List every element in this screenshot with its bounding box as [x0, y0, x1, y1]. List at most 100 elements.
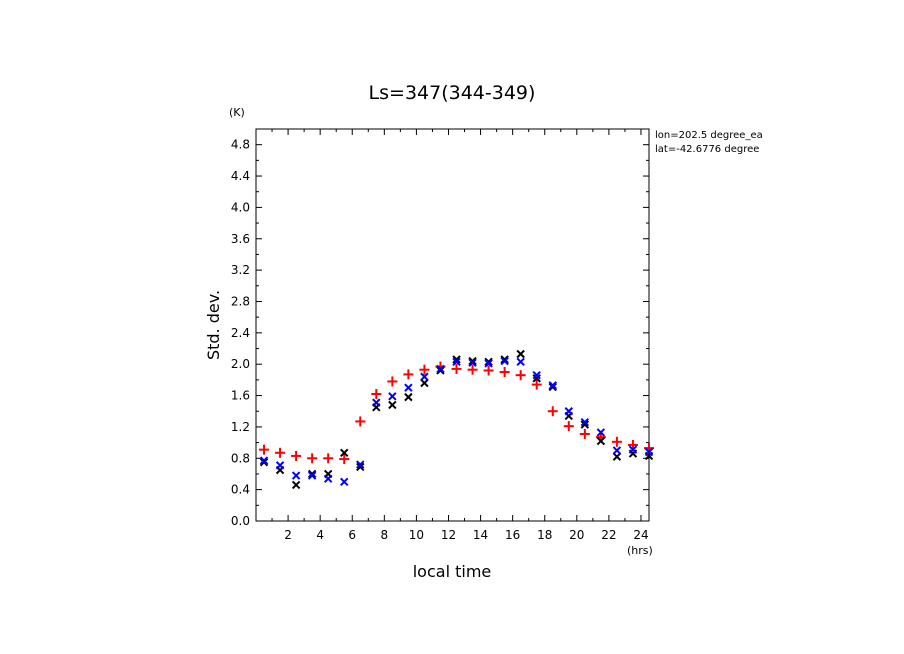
x-marker-b: [404, 383, 413, 392]
y-tick-label: 4.8: [231, 138, 250, 152]
data-point: [291, 450, 302, 461]
x-marker-b: [484, 357, 493, 367]
data-point: [532, 370, 541, 380]
x-tick-label: 8: [381, 528, 389, 542]
data-markers: [259, 349, 654, 490]
data-point: [468, 358, 477, 367]
data-point: [420, 378, 429, 388]
x-axis-title: local time: [413, 562, 492, 581]
x-marker-b: [372, 398, 381, 407]
data-point: [436, 364, 445, 374]
x-marker-b: [259, 457, 269, 467]
data-point: [484, 357, 493, 367]
x-marker-b: [291, 480, 301, 490]
x-marker-b: [452, 355, 461, 364]
y-tick-label: 0.0: [231, 514, 250, 528]
data-point: [340, 448, 349, 457]
y-tick-label: 4.0: [231, 200, 250, 214]
data-point: [291, 471, 301, 480]
x-marker-b: [548, 382, 557, 392]
x-marker-b: [356, 462, 365, 472]
x-tick-label: 20: [569, 528, 584, 542]
x-marker-b: [404, 392, 413, 402]
data-point: [259, 456, 269, 465]
data-point: [372, 398, 381, 407]
data-point: [564, 407, 574, 416]
x-marker-b: [500, 356, 509, 366]
data-point: [580, 420, 590, 429]
data-point: [531, 379, 542, 390]
x-marker-b: [452, 357, 461, 367]
data-point: [323, 474, 333, 483]
data-point: [420, 372, 429, 381]
data-point: [275, 461, 285, 470]
y-tick-label: 1.6: [231, 389, 250, 403]
data-point: [323, 453, 334, 464]
y-tick-label: 0.8: [231, 451, 250, 465]
data-point: [515, 370, 526, 381]
x-marker-b: [516, 349, 525, 359]
data-point: [339, 454, 350, 465]
x-marker-b: [388, 400, 397, 410]
y-tick-label: 2.0: [231, 357, 250, 371]
x-marker-b: [596, 428, 606, 437]
x-tick-label: 18: [537, 528, 552, 542]
x-marker-b: [564, 407, 574, 416]
x-marker-b: [468, 358, 477, 367]
data-point: [628, 445, 638, 454]
data-point: [356, 460, 365, 469]
data-point: [579, 428, 590, 439]
x-unit-label: (hrs): [627, 544, 653, 557]
data-point: [612, 446, 622, 455]
x-marker-b: [548, 381, 557, 390]
x-tick-label: 14: [473, 528, 488, 542]
y-tick-label: 2.8: [231, 294, 250, 308]
data-point: [356, 462, 365, 472]
data-point: [532, 374, 541, 383]
data-point: [451, 363, 462, 374]
data-point: [596, 428, 606, 437]
y-tick-label: 4.4: [231, 169, 250, 183]
y-tick-label: 1.2: [231, 420, 250, 434]
x-marker-b: [644, 447, 654, 457]
x-marker-b: [612, 446, 622, 455]
data-point: [275, 447, 286, 458]
x-marker-b: [323, 474, 333, 483]
y-unit-label: (K): [229, 106, 245, 119]
data-point: [467, 364, 478, 375]
data-point: [500, 355, 509, 364]
x-marker-b: [259, 456, 269, 465]
data-point: [580, 418, 590, 427]
x-marker-b: [388, 392, 397, 401]
chart-title: Ls=347(344-349): [369, 82, 536, 104]
y-axis-title: Std. dev.: [204, 290, 223, 360]
x-marker-b: [628, 445, 638, 454]
x-marker-b: [500, 355, 509, 364]
x-marker-b: [532, 374, 541, 383]
data-point: [548, 382, 557, 392]
x-marker-b: [340, 448, 349, 457]
x-tick-label: 10: [409, 528, 424, 542]
annotation-lat: lat=-42.6776 degree: [655, 144, 759, 155]
y-tick-label: 2.4: [231, 326, 250, 340]
x-tick-label: 6: [348, 528, 356, 542]
x-tick-label: 16: [505, 528, 520, 542]
x-marker-b: [580, 420, 590, 429]
data-point: [484, 359, 493, 368]
data-point: [499, 367, 510, 378]
data-point: [404, 383, 413, 392]
x-marker-b: [596, 436, 606, 446]
x-marker-b: [516, 357, 525, 367]
data-point: [611, 436, 622, 447]
data-point: [563, 421, 574, 432]
x-tick-label: 24: [633, 528, 648, 542]
plot-frame: [255, 128, 650, 522]
x-tick-label: 2: [284, 528, 292, 542]
data-point: [516, 357, 525, 367]
data-point: [259, 457, 269, 467]
data-point: [388, 400, 397, 410]
data-point: [516, 349, 525, 359]
data-point: [291, 480, 301, 490]
data-point: [547, 406, 558, 417]
